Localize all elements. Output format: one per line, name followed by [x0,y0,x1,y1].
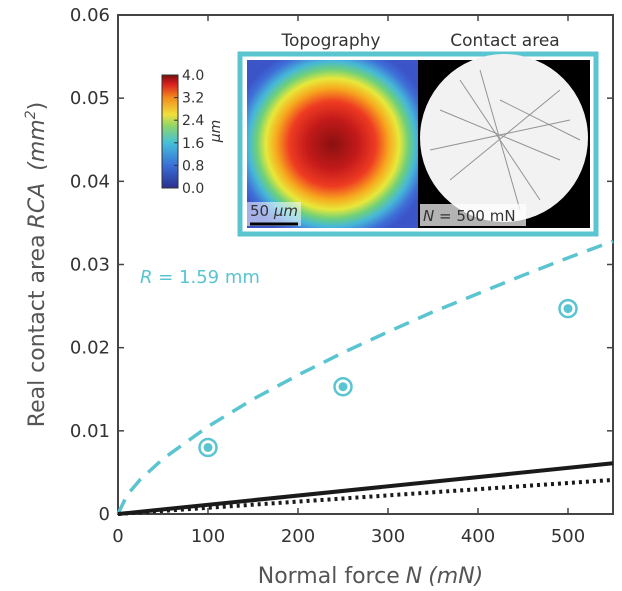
x-axis-label: Normal force N (mN) [258,564,484,589]
scatter-point [198,437,218,458]
y-axis-label: Real contact area RCA (mm2) [23,102,50,427]
colorbar-tick-label: 0.8 [182,158,204,174]
x-tick-label: 0 [112,526,123,547]
annotation: R = 1.59 mm [140,267,260,288]
topography-image [247,60,418,228]
x-tick-label: 200 [281,526,315,547]
x-tick-label: 400 [461,526,495,547]
y-label-text: Real contact area [25,234,50,427]
colorbar-tick-label: 1.6 [182,136,204,152]
x-tick-label: 100 [191,526,225,547]
y-label-unit-close: ) [25,102,50,111]
line [117,461,614,516]
scale-bar-label: 50 μm [250,202,298,220]
scale-bar-bg [247,202,301,226]
scatter-point [558,298,578,319]
y-tick-label: 0 [99,504,110,525]
force-label-bg [420,204,526,226]
inset-left-title: Topography [281,31,381,51]
y-tick-label: 0.05 [70,88,110,109]
colorbar [161,74,179,189]
x-tick-label: 300 [371,526,405,547]
plot-area: 00.010.020.030.040.050.060 100 200 300 400 50… [23,5,614,589]
line [116,239,614,515]
y-tick-label: 0.06 [70,5,110,26]
point-dot [203,442,213,452]
force-label: N = 500 mN [423,207,516,225]
colorbar-tick-label: 2.4 [182,113,204,129]
annotation-symbol: R [140,267,153,288]
annotation-text: = 1.59 mm [153,267,260,288]
y-tick-label: 0.04 [70,171,110,192]
colorbar-label: μm [208,120,224,144]
y-label-symbol: RCA [25,183,50,229]
contact-disk [420,54,588,222]
y-label-unit-open: (mm [25,119,50,170]
point-dot [338,382,348,392]
colorbar-tick-label: 0.0 [182,181,204,197]
x-tick-label: 500 [551,526,585,547]
point-dot [563,304,573,314]
force-symbol: N [423,207,434,225]
y-label-unit-power: 2 [23,110,39,119]
contact-texture [429,69,581,211]
inset: 50 μm N = 500 mN Topography Contact area… [161,31,599,237]
inset-right-title: Contact area [450,31,559,51]
inset-frame [237,51,599,237]
scale-number: 50 [250,202,269,220]
x-label-unit: (mN) [428,564,483,589]
y-tick-label: 0.01 [70,421,110,442]
y-tick-label: 0.02 [70,338,110,359]
y-tick-label: 0.03 [70,255,110,276]
colorbar-tick-label: 3.2 [182,91,204,107]
scale-unit: μm [273,202,298,220]
axes-box [117,14,614,515]
scatter-point [333,377,353,397]
colorbar-tick-label: 4.0 [182,68,204,84]
line [117,477,614,516]
x-label-text: Normal force [258,564,400,589]
force-text: = 500 mN [434,207,515,225]
x-label-symbol: N [406,564,422,589]
